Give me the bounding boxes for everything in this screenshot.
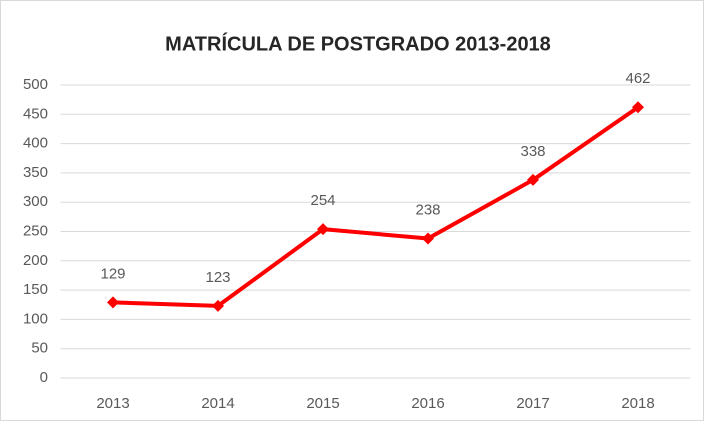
data-label: 462 [625,70,650,87]
data-marker [632,101,644,114]
y-tick-label: 100 [23,310,48,327]
data-label: 254 [310,192,335,209]
y-tick-label: 500 [23,76,48,93]
y-tick-label: 200 [23,252,48,269]
data-marker [107,296,119,309]
chart-title: MATRÍCULA DE POSTGRADO 2013-2018 [165,32,551,55]
y-tick-label: 450 [23,105,48,122]
x-tick-label: 2016 [411,395,444,412]
data-label: 123 [205,269,230,286]
data-marker [212,299,224,312]
y-tick-label: 350 [23,164,48,181]
data-label: 129 [100,265,125,282]
x-tick-label: 2013 [96,395,129,412]
x-tick-label: 2017 [516,395,549,412]
x-tick-label: 2018 [621,395,654,412]
y-tick-label: 250 [23,222,48,239]
x-tick-label: 2015 [306,395,339,412]
y-tick-label: 50 [31,340,48,357]
y-tick-label: 300 [23,193,48,210]
data-marker [422,232,434,245]
data-label: 238 [415,202,440,219]
data-marker [317,223,329,236]
y-tick-label: 400 [23,135,48,152]
x-tick-label: 2014 [201,395,234,412]
data-marker [527,173,539,186]
data-line [112,105,640,308]
y-tick-label: 150 [23,281,48,298]
data-label: 338 [520,143,545,160]
y-tick-label: 0 [40,369,48,386]
